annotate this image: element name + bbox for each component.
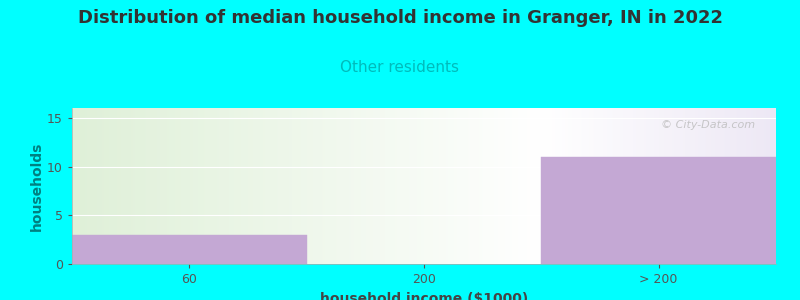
Y-axis label: households: households xyxy=(30,141,44,231)
X-axis label: household income ($1000): household income ($1000) xyxy=(320,292,528,300)
Text: Distribution of median household income in Granger, IN in 2022: Distribution of median household income … xyxy=(78,9,722,27)
Bar xyxy=(542,157,776,264)
Text: © City-Data.com: © City-Data.com xyxy=(661,121,755,130)
Text: Other residents: Other residents xyxy=(341,60,459,75)
Bar xyxy=(72,235,306,264)
